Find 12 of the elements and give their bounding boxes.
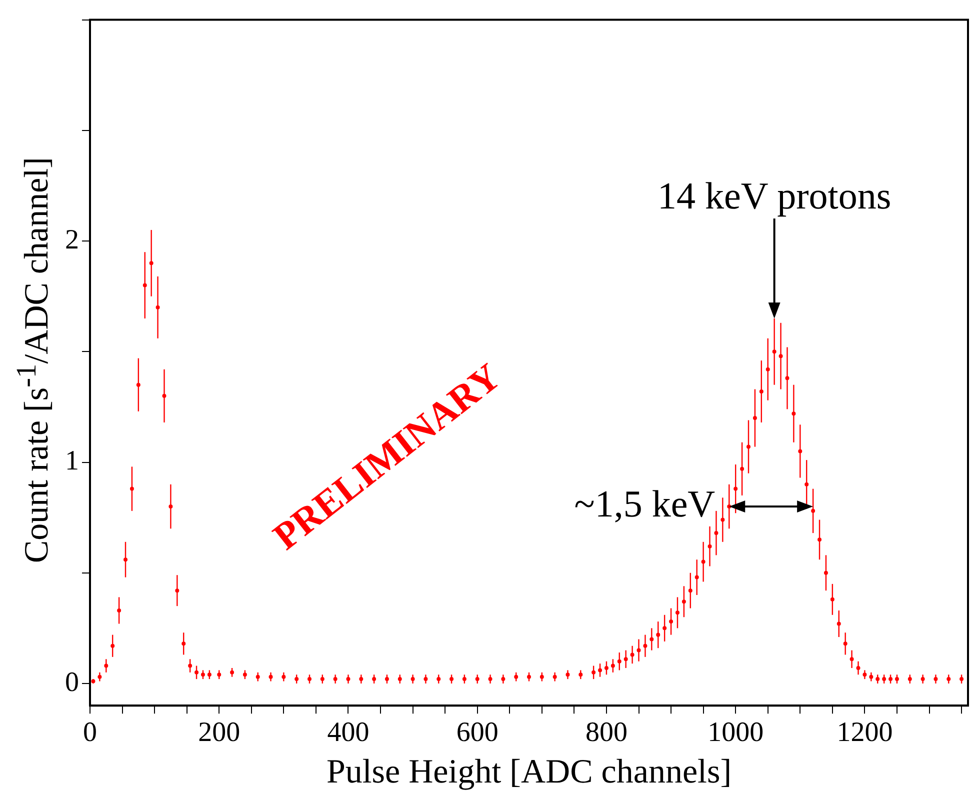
x-tick-label: 200 bbox=[198, 716, 240, 748]
y-tick-label: 1 bbox=[65, 446, 79, 477]
annotation: 14 keV protons bbox=[658, 175, 892, 218]
x-tick-label: 1200 bbox=[836, 716, 893, 748]
x-axis-title: Pulse Height [ADC channels] bbox=[326, 754, 732, 791]
x-tick-label: 600 bbox=[456, 716, 498, 748]
y-tick-label: 0 bbox=[65, 666, 79, 698]
x-tick-label: 1000 bbox=[708, 716, 764, 748]
annotation: ~1,5 keV bbox=[574, 483, 716, 526]
x-tick-label: 400 bbox=[327, 716, 370, 748]
x-tick-label: 800 bbox=[585, 716, 628, 748]
y-tick-label: 2 bbox=[65, 224, 79, 256]
